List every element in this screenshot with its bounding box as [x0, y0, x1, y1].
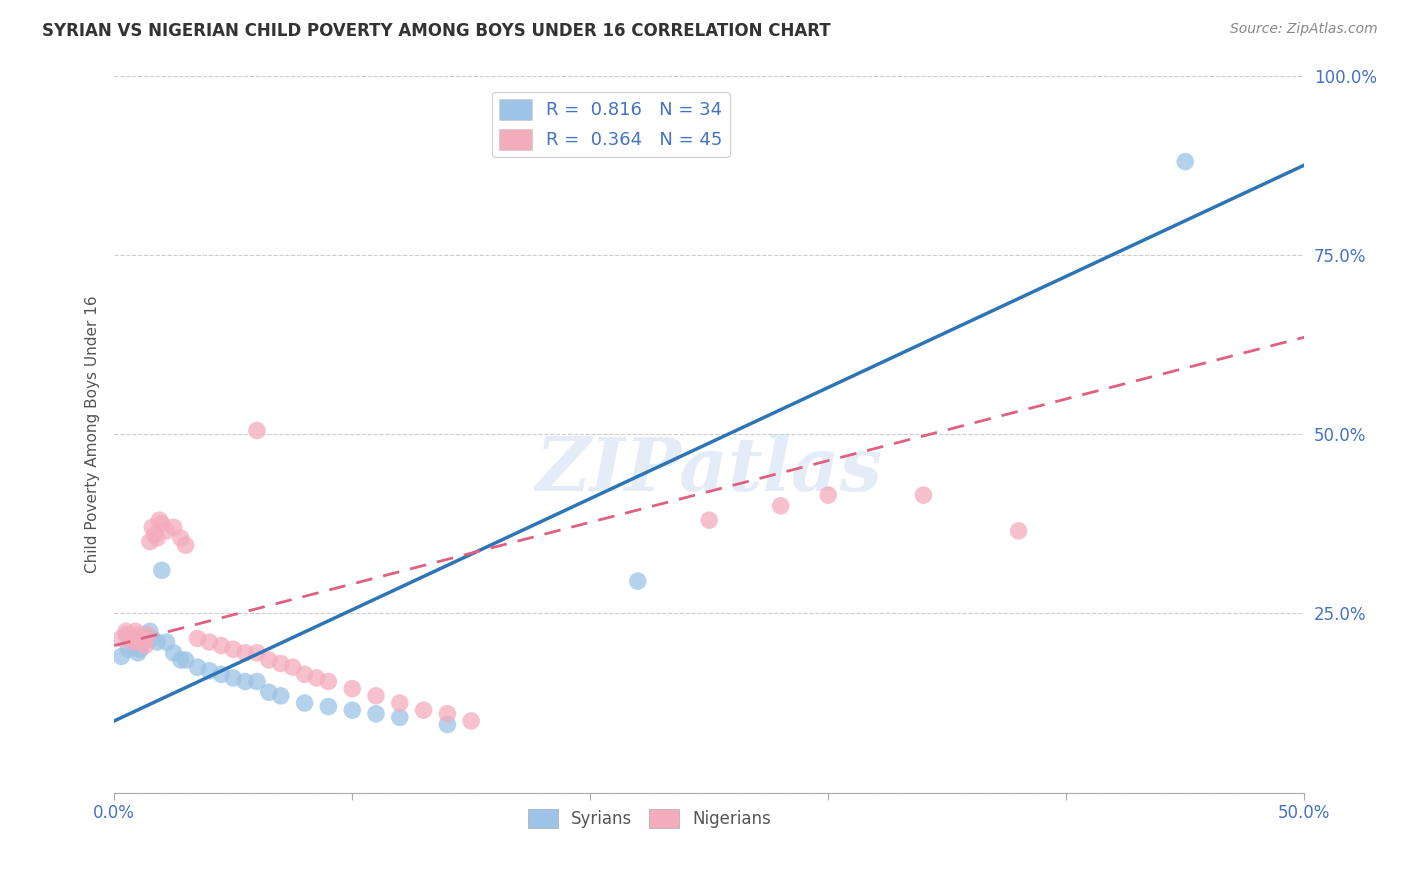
Point: [388, 696, 411, 710]
Point: [127, 628, 149, 642]
Point: [912, 488, 935, 502]
Point: [270, 657, 292, 671]
Point: [174, 538, 197, 552]
Point: [129, 632, 152, 646]
Point: [124, 624, 146, 639]
Point: [186, 632, 208, 646]
Point: [146, 635, 169, 649]
Point: [364, 706, 387, 721]
Point: [412, 703, 434, 717]
Point: [117, 642, 139, 657]
Point: [318, 699, 340, 714]
Point: [139, 624, 162, 639]
Point: [139, 534, 162, 549]
Point: [209, 667, 232, 681]
Point: [146, 531, 169, 545]
Point: [127, 646, 149, 660]
Point: [198, 664, 221, 678]
Point: [222, 642, 245, 657]
Point: [141, 520, 163, 534]
Point: [294, 667, 316, 681]
Point: [122, 635, 145, 649]
Point: [170, 531, 193, 545]
Point: [155, 635, 177, 649]
Point: [186, 660, 208, 674]
Point: [233, 646, 256, 660]
Text: ZIPatlas: ZIPatlas: [536, 434, 883, 506]
Point: [129, 642, 152, 657]
Point: [122, 639, 145, 653]
Text: SYRIAN VS NIGERIAN CHILD POVERTY AMONG BOYS UNDER 16 CORRELATION CHART: SYRIAN VS NIGERIAN CHILD POVERTY AMONG B…: [42, 22, 831, 40]
Point: [436, 717, 458, 731]
Point: [246, 424, 269, 438]
Point: [170, 653, 193, 667]
Point: [198, 635, 221, 649]
Point: [257, 685, 280, 699]
Point: [115, 624, 138, 639]
Point: [209, 639, 232, 653]
Point: [340, 681, 363, 696]
Point: [136, 628, 159, 642]
Point: [460, 714, 482, 728]
Point: [1174, 154, 1197, 169]
Point: [364, 689, 387, 703]
Text: Source: ZipAtlas.com: Source: ZipAtlas.com: [1230, 22, 1378, 37]
Legend: Syrians, Nigerians: Syrians, Nigerians: [522, 802, 778, 835]
Point: [150, 516, 173, 531]
Point: [132, 632, 155, 646]
Point: [270, 689, 292, 703]
Point: [318, 674, 340, 689]
Point: [110, 649, 132, 664]
Point: [294, 696, 316, 710]
Point: [627, 574, 650, 588]
Point: [120, 632, 142, 646]
Point: [148, 513, 170, 527]
Point: [817, 488, 839, 502]
Point: [233, 674, 256, 689]
Point: [110, 632, 132, 646]
Point: [150, 563, 173, 577]
Point: [174, 653, 197, 667]
Point: [115, 628, 138, 642]
Point: [340, 703, 363, 717]
Point: [134, 639, 156, 653]
Point: [281, 660, 304, 674]
Point: [117, 628, 139, 642]
Point: [163, 646, 186, 660]
Point: [388, 710, 411, 724]
Point: [697, 513, 720, 527]
Point: [305, 671, 328, 685]
Point: [246, 646, 269, 660]
Point: [143, 527, 166, 541]
Point: [436, 706, 458, 721]
Y-axis label: Child Poverty Among Boys Under 16: Child Poverty Among Boys Under 16: [86, 295, 100, 573]
Point: [246, 674, 269, 689]
Point: [134, 628, 156, 642]
Point: [155, 524, 177, 538]
Point: [120, 632, 142, 646]
Point: [1007, 524, 1029, 538]
Point: [257, 653, 280, 667]
Point: [222, 671, 245, 685]
Point: [769, 499, 792, 513]
Point: [141, 632, 163, 646]
Point: [132, 635, 155, 649]
Point: [124, 635, 146, 649]
Point: [163, 520, 186, 534]
